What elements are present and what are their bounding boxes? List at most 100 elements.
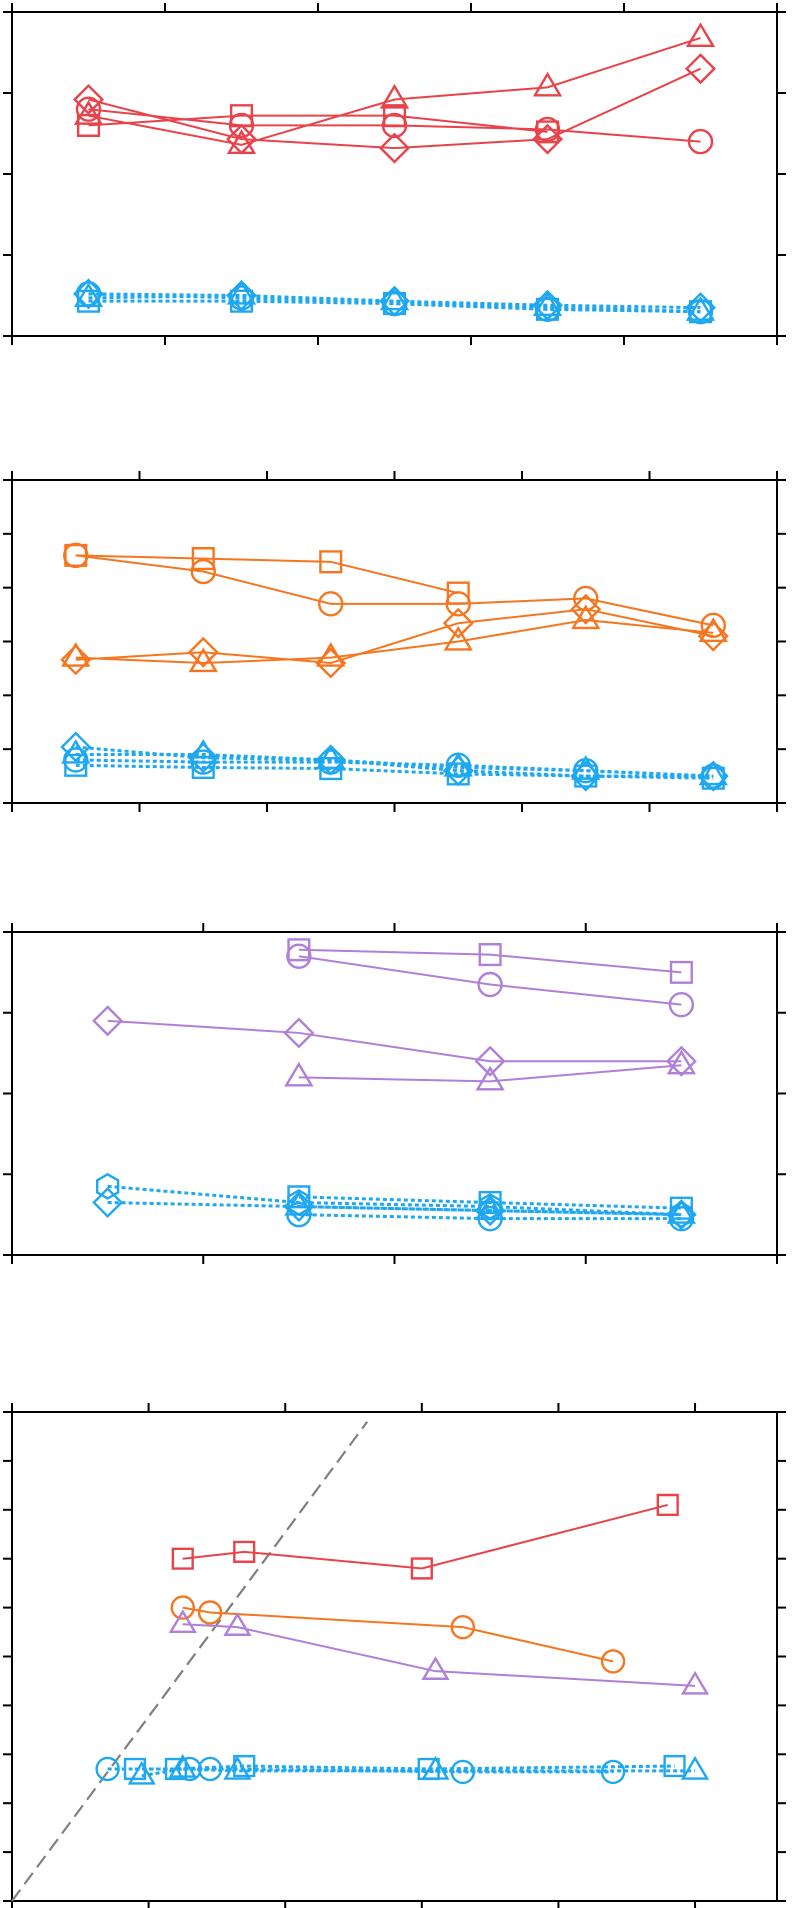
series-purple-diamond bbox=[92, 1005, 697, 1077]
series-orange-diamond bbox=[60, 593, 729, 679]
series-blue-triangle bbox=[127, 1753, 710, 1785]
data-point-square bbox=[410, 1557, 433, 1580]
data-point-square bbox=[123, 1757, 147, 1781]
chart-panel-3 bbox=[3, 923, 786, 1264]
data-point-diamond bbox=[187, 742, 219, 774]
data-point-hexagon bbox=[478, 1193, 502, 1220]
series-line bbox=[75, 608, 714, 665]
chart-panel-1 bbox=[3, 3, 786, 345]
data-point-circle bbox=[75, 96, 102, 122]
data-point-square bbox=[229, 104, 254, 128]
series-red-triangle bbox=[73, 22, 716, 154]
data-point-diamond bbox=[379, 132, 410, 164]
series-blue-diamond bbox=[60, 731, 729, 792]
data-point-diamond bbox=[187, 636, 219, 668]
series-orange-circle bbox=[170, 1595, 626, 1674]
data-point-diamond bbox=[442, 755, 474, 787]
data-point-circle bbox=[95, 1756, 120, 1782]
data-point-circle bbox=[700, 612, 726, 639]
series-line bbox=[298, 948, 682, 974]
data-point-diamond bbox=[379, 285, 410, 317]
series-line bbox=[107, 1019, 682, 1063]
data-point-triangle bbox=[73, 282, 104, 308]
series-line bbox=[75, 745, 714, 778]
data-point-circle bbox=[197, 1600, 223, 1625]
data-point-triangle bbox=[168, 1753, 197, 1778]
data-point-diamond bbox=[442, 607, 474, 639]
series-line bbox=[75, 763, 714, 780]
data-point-diamond bbox=[570, 593, 602, 625]
data-point-square bbox=[382, 292, 407, 316]
data-point-diamond bbox=[60, 731, 92, 763]
series-line bbox=[75, 753, 714, 778]
data-point-square bbox=[191, 547, 215, 571]
data-point-square bbox=[233, 1540, 256, 1563]
series-red-square bbox=[171, 1493, 679, 1580]
data-point-diamond bbox=[315, 744, 347, 776]
data-point-triangle bbox=[680, 1755, 710, 1780]
data-point-square bbox=[656, 1493, 679, 1517]
data-point-circle bbox=[668, 991, 695, 1018]
data-point-diamond bbox=[315, 647, 347, 679]
series-line bbox=[141, 1767, 696, 1778]
series-line bbox=[107, 1201, 682, 1217]
data-point-hexagon bbox=[287, 1189, 311, 1216]
data-point-triangle bbox=[223, 1755, 252, 1780]
series-red-diamond bbox=[73, 53, 716, 164]
data-point-diamond bbox=[60, 644, 92, 676]
data-point-diamond bbox=[92, 1187, 124, 1219]
data-point-diamond bbox=[665, 1045, 697, 1077]
series-orange-triangle bbox=[61, 604, 728, 673]
reference-line bbox=[11, 1421, 369, 1902]
data-point-diamond bbox=[685, 53, 716, 85]
data-point-triangle bbox=[168, 1609, 197, 1634]
series-blue-diamond bbox=[73, 278, 716, 324]
series-line bbox=[88, 67, 701, 150]
data-point-circle bbox=[600, 1759, 626, 1785]
data-point-hexagon bbox=[669, 1201, 693, 1229]
data-point-triangle bbox=[73, 100, 104, 125]
data-point-triangle bbox=[127, 1760, 156, 1785]
data-point-diamond bbox=[697, 620, 729, 652]
series-red-square bbox=[76, 104, 560, 144]
data-point-square bbox=[319, 756, 343, 781]
series-line bbox=[107, 1184, 682, 1217]
series-line bbox=[75, 618, 714, 665]
data-point-diamond bbox=[532, 123, 563, 155]
data-point-triangle bbox=[685, 22, 716, 48]
data-point-diamond bbox=[570, 760, 602, 792]
series-line bbox=[182, 1606, 614, 1663]
data-point-circle bbox=[170, 1595, 195, 1620]
data-point-triangle bbox=[666, 1049, 697, 1075]
data-point-triangle bbox=[223, 1612, 252, 1636]
data-point-triangle bbox=[685, 296, 716, 321]
series-orange-square bbox=[64, 543, 470, 605]
data-point-triangle bbox=[698, 760, 728, 786]
series-blue-diamond bbox=[92, 1187, 697, 1231]
data-point-triangle bbox=[379, 83, 410, 109]
series-line bbox=[182, 1503, 668, 1570]
data-point-diamond bbox=[283, 1017, 315, 1049]
data-point-square bbox=[446, 762, 470, 786]
data-point-square bbox=[446, 581, 470, 605]
data-point-diamond bbox=[226, 123, 257, 155]
chart-panel-2 bbox=[3, 471, 786, 812]
data-point-square bbox=[64, 543, 88, 567]
data-point-triangle bbox=[61, 642, 91, 667]
series-line bbox=[298, 1064, 682, 1083]
data-point-square bbox=[319, 550, 343, 574]
data-point-diamond bbox=[665, 1199, 697, 1231]
series-purple-square bbox=[287, 938, 693, 984]
data-point-square bbox=[191, 755, 215, 780]
data-point-diamond bbox=[92, 1005, 124, 1037]
series-purple-triangle bbox=[284, 1049, 697, 1091]
data-point-diamond bbox=[73, 278, 104, 310]
data-point-circle bbox=[450, 1614, 476, 1640]
data-point-square bbox=[171, 1547, 194, 1570]
series-line bbox=[75, 554, 459, 595]
series-line bbox=[75, 554, 714, 627]
data-point-triangle bbox=[379, 285, 410, 311]
data-point-triangle bbox=[680, 1670, 710, 1695]
series-line bbox=[298, 1195, 682, 1210]
